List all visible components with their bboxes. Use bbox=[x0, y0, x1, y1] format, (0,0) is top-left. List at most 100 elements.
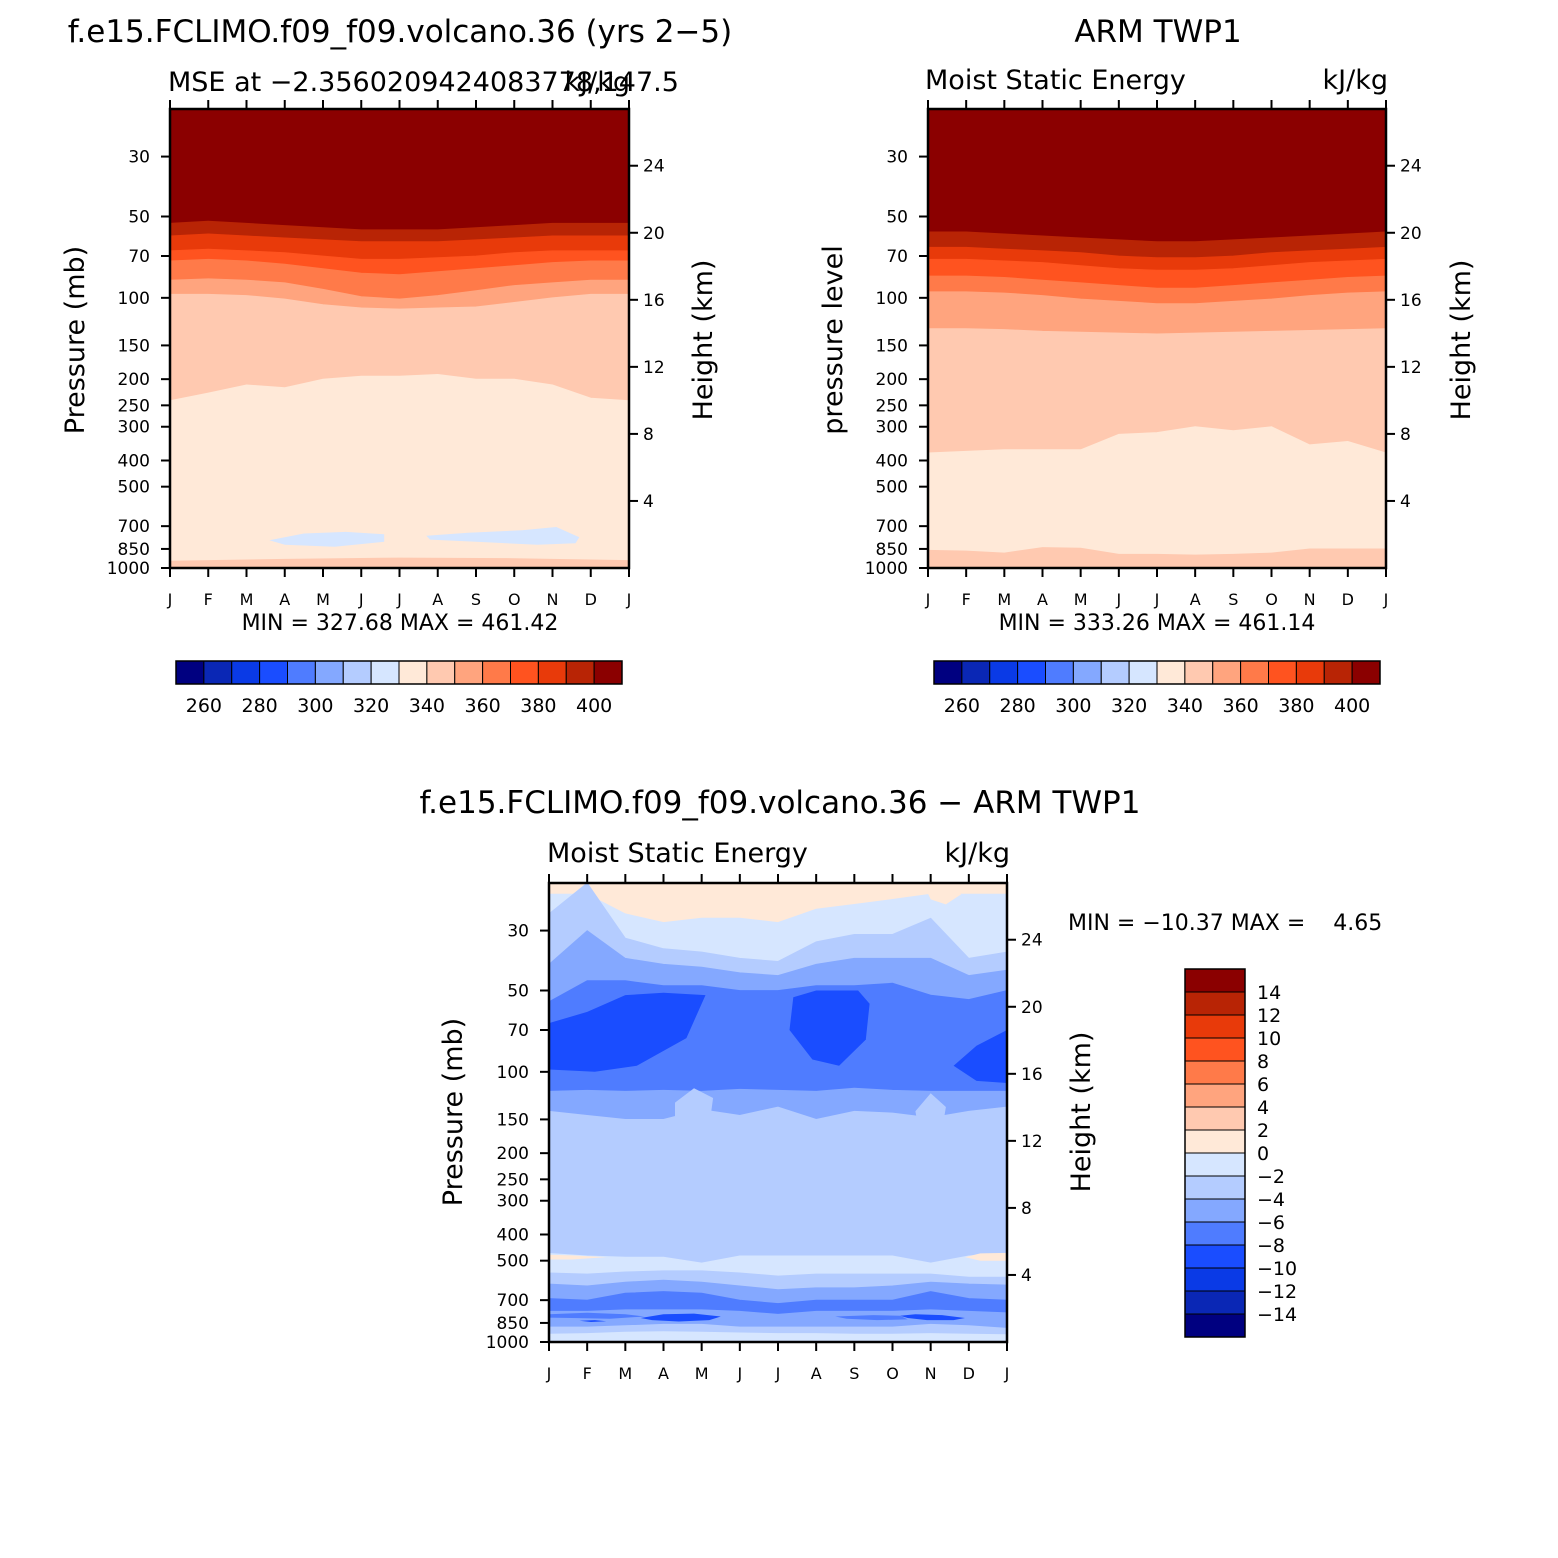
model-colorbar-swatch bbox=[537, 660, 567, 685]
obs-xtick-label: N bbox=[1304, 590, 1316, 609]
diff-colorbar-label: 2 bbox=[1257, 1120, 1269, 1142]
diff-patch-4 bbox=[911, 1093, 950, 1249]
diff-colorbar-swatch bbox=[1184, 1037, 1246, 1062]
model-ytick-label: 150 bbox=[118, 336, 150, 356]
diff-colorbar-swatch bbox=[1184, 1106, 1246, 1131]
diff-colorbar-label: −10 bbox=[1257, 1258, 1297, 1280]
model-colorbar-swatch bbox=[259, 660, 288, 685]
panel-model: f.e15.FCLIMO.f09_f09.volcano.36 (yrs 2−5… bbox=[60, 14, 732, 717]
obs-colorbar-swatch bbox=[1295, 660, 1325, 685]
obs-colorbar-label: 400 bbox=[1334, 695, 1370, 717]
diff-ztick-label: 8 bbox=[1021, 1199, 1032, 1219]
model-patch-2 bbox=[170, 557, 629, 568]
obs-xtick-label: A bbox=[1190, 590, 1201, 609]
model-stats: MIN = 327.68 MAX = 461.42 bbox=[242, 611, 559, 636]
obs-ytick-label: 700 bbox=[876, 517, 908, 537]
diff-colorbar-swatch bbox=[1184, 1198, 1246, 1223]
model-xtick-label: A bbox=[279, 590, 290, 609]
obs-colorbar-label: 300 bbox=[1055, 695, 1091, 717]
diff-ytick-label: 150 bbox=[497, 1110, 529, 1130]
model-ytick-label: 250 bbox=[118, 396, 150, 416]
obs-ytick-label: 50 bbox=[886, 208, 908, 228]
obs-ytick-label: 70 bbox=[886, 247, 908, 267]
diff-band-13 bbox=[549, 1331, 1007, 1342]
diff-xtick-label: D bbox=[963, 1364, 975, 1383]
model-ytick-label: 70 bbox=[128, 247, 150, 267]
diff-colorbar-swatch bbox=[1184, 1221, 1246, 1246]
diff-colorbar-swatch bbox=[1184, 1060, 1246, 1085]
model-colorbar-swatch bbox=[510, 660, 539, 685]
model-colorbar-label: 380 bbox=[520, 695, 556, 717]
obs-xtick-label: O bbox=[1265, 590, 1278, 609]
diff-patch-2 bbox=[953, 1030, 1007, 1083]
obs-ytick-label: 1000 bbox=[865, 559, 908, 579]
obs-title: ARM TWP1 bbox=[1074, 14, 1241, 50]
diff-patch-11 bbox=[965, 1252, 1007, 1261]
obs-colorbar-swatch bbox=[1323, 660, 1353, 685]
model-title: f.e15.FCLIMO.f09_f09.volcano.36 (yrs 2−5… bbox=[68, 14, 733, 50]
model-ytick-label: 50 bbox=[128, 208, 150, 228]
model-colorbar-swatch bbox=[342, 660, 372, 685]
obs-colorbar-swatch bbox=[1045, 660, 1074, 685]
diff-xtick-label: M bbox=[695, 1364, 709, 1383]
diff-colorbar-label: −6 bbox=[1257, 1212, 1285, 1234]
diff-colorbar-label: −14 bbox=[1257, 1304, 1297, 1326]
obs-band-0 bbox=[928, 109, 1386, 243]
diff-patch-0 bbox=[549, 992, 706, 1072]
model-colorbar-swatch bbox=[565, 660, 595, 685]
obs-ztick-label: 4 bbox=[1400, 492, 1411, 512]
diff-ytick-label: 70 bbox=[507, 1021, 529, 1041]
obs-colorbar-swatch bbox=[989, 660, 1019, 685]
diff-colorbar-label: 6 bbox=[1257, 1074, 1269, 1096]
diff-ytick-label: 250 bbox=[497, 1170, 529, 1190]
diff-colorbar-swatch bbox=[1184, 991, 1246, 1016]
diff-patch-1 bbox=[789, 990, 870, 1066]
diff-xtick-label: A bbox=[811, 1364, 822, 1383]
model-patch-0 bbox=[269, 531, 385, 547]
diff-patch-12 bbox=[923, 883, 962, 905]
obs-stats: MIN = 333.26 MAX = 461.14 bbox=[999, 611, 1316, 636]
diff-patch-10 bbox=[549, 1254, 607, 1260]
obs-ytick-label: 100 bbox=[876, 289, 908, 309]
obs-xtick-label: J bbox=[1154, 590, 1160, 609]
diff-colorbar-swatch bbox=[1184, 968, 1246, 993]
diff-colorbar-swatch bbox=[1184, 1175, 1246, 1200]
obs-colorbar-swatch bbox=[1268, 660, 1297, 685]
model-ylabel: Pressure (mb) bbox=[60, 246, 91, 434]
diff-patch-5 bbox=[549, 1312, 645, 1319]
obs-xtick-label: J bbox=[925, 590, 931, 609]
diff-ytick-label: 200 bbox=[497, 1144, 529, 1164]
obs-band-8 bbox=[928, 547, 1386, 568]
model-colorbar-label: 300 bbox=[297, 695, 333, 717]
diff-xtick-label: M bbox=[618, 1364, 632, 1383]
diff-patch-6 bbox=[640, 1313, 721, 1322]
obs-ytick-label: 500 bbox=[876, 478, 908, 498]
model-ytick-label: 100 bbox=[118, 289, 150, 309]
obs-ytick-label: 30 bbox=[886, 148, 908, 168]
diff-colorbar-swatch bbox=[1184, 1014, 1246, 1039]
diff-xtick-label: A bbox=[658, 1364, 669, 1383]
model-ytick-label: 200 bbox=[118, 370, 150, 390]
model-ztick-label: 4 bbox=[643, 492, 654, 512]
obs-ylabel-right: Height (km) bbox=[1446, 260, 1477, 421]
diff-colorbar-label: −2 bbox=[1257, 1166, 1285, 1188]
diff-colorbar-label: −8 bbox=[1257, 1235, 1285, 1257]
diff-colorbar-label: −4 bbox=[1257, 1189, 1285, 1211]
model-colorbar-label: 360 bbox=[464, 695, 500, 717]
obs-ztick-label: 24 bbox=[1400, 157, 1422, 177]
model-ytick-label: 1000 bbox=[107, 559, 150, 579]
diff-ztick-label: 20 bbox=[1021, 998, 1043, 1018]
model-xtick-label: M bbox=[316, 590, 330, 609]
diff-xtick-label: F bbox=[583, 1364, 592, 1383]
model-ytick-label: 850 bbox=[118, 540, 150, 560]
model-colorbar-swatch bbox=[454, 660, 484, 685]
model-units: kJ/kg bbox=[565, 67, 630, 98]
obs-xtick-label: S bbox=[1228, 590, 1238, 609]
diff-ytick-label: 400 bbox=[497, 1225, 529, 1245]
diff-colorbar-label: −12 bbox=[1257, 1281, 1297, 1303]
model-ytick-label: 500 bbox=[118, 478, 150, 498]
obs-colorbar-swatch bbox=[961, 660, 991, 685]
